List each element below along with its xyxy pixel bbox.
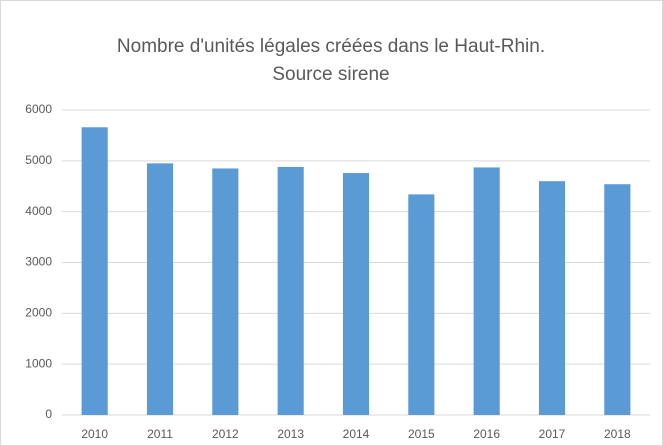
- x-tick-label: 2011: [147, 427, 173, 441]
- x-tick-label: 2017: [539, 427, 566, 441]
- x-tick-label: 2012: [212, 427, 239, 441]
- bar: [538, 181, 566, 415]
- bar: [146, 163, 174, 415]
- y-tick-label: 1000: [25, 356, 52, 370]
- bar: [342, 173, 370, 415]
- y-tick-label: 0: [45, 407, 52, 421]
- chart-title: Nombre d'unités légales créées dans le H…: [117, 36, 545, 57]
- x-tick-label: 2016: [473, 427, 500, 441]
- y-tick-label: 2000: [25, 306, 52, 320]
- bar: [604, 184, 631, 415]
- chart-title: Source sirene: [272, 64, 389, 85]
- y-tick-label: 6000: [25, 102, 52, 116]
- x-tick-label: 2010: [81, 427, 108, 441]
- y-tick-label: 5000: [25, 153, 52, 167]
- x-tick-label: 2014: [343, 427, 370, 441]
- x-tick-label: 2018: [604, 427, 631, 441]
- bar: [408, 194, 435, 415]
- bar: [473, 167, 500, 415]
- x-tick-label: 2015: [408, 427, 435, 441]
- bar: [212, 168, 239, 415]
- bar: [277, 166, 304, 415]
- x-tick-label: 2013: [277, 427, 304, 441]
- bar: [81, 127, 108, 416]
- y-tick-label: 4000: [25, 204, 52, 218]
- y-tick-label: 3000: [25, 255, 52, 269]
